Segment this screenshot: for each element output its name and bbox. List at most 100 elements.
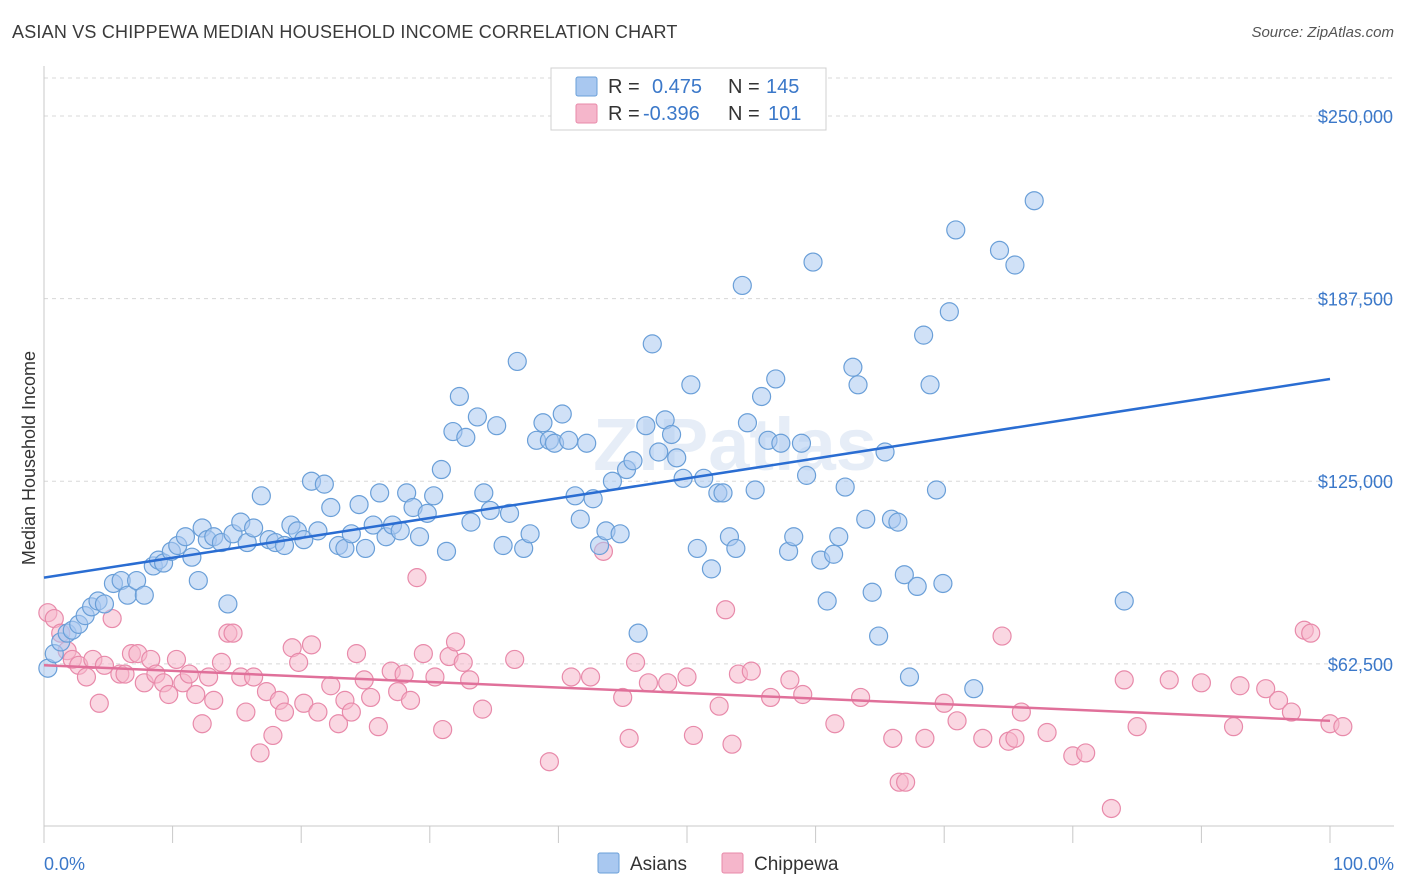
chippewa-point-37 (274, 702, 295, 722)
asian-point-118 (817, 591, 837, 611)
asian-point-49 (370, 483, 390, 503)
asian-point-58 (431, 459, 451, 480)
chippewa-point-91 (947, 711, 967, 731)
asian-point-104 (726, 538, 746, 559)
legend-chippewa-swatch (575, 103, 598, 124)
legend: R = 0.475 N = 145 R = -0.396 N = 101 (550, 67, 827, 131)
chippewa-point-67 (580, 667, 601, 687)
y-axis-label: Median Household Income (19, 351, 39, 565)
asian-point-130 (894, 565, 914, 585)
chippewa-point-54 (400, 690, 421, 710)
chippewa-point-102 (1127, 717, 1147, 737)
chippewa-point-80 (741, 661, 761, 681)
chippewa-point-104 (1191, 673, 1212, 693)
asian-point-64 (467, 407, 487, 427)
chippewa-point-84 (825, 714, 845, 734)
asian-point-120 (829, 527, 849, 547)
y-tick-labels: $62,500 $125,000 $187,500 $250,000 (1318, 107, 1393, 675)
grid-lines (44, 77, 1394, 665)
asian-point-122 (843, 357, 863, 377)
asian-point-113 (784, 527, 804, 547)
asian-point-9 (94, 594, 115, 614)
asian-point-123 (848, 375, 868, 395)
chippewa-point-44 (328, 714, 349, 734)
chippewa-point-6 (76, 667, 97, 687)
chippewa-point-39 (289, 652, 309, 672)
chippewa-point-46 (341, 702, 361, 722)
asian-point-55 (409, 527, 430, 547)
chippewa-point-73 (658, 673, 678, 693)
asian-point-21 (182, 547, 202, 567)
chippewa-point-22 (179, 664, 199, 684)
asian-point-72 (520, 524, 540, 544)
chippewa-point-72 (638, 673, 659, 693)
chippewa-point-9 (94, 655, 115, 675)
chippewa-point-8 (89, 693, 109, 713)
asian-point-121 (835, 477, 855, 497)
chippewa-point-32 (244, 667, 264, 687)
chippewa-point-82 (780, 670, 800, 690)
asian-point-78 (559, 430, 579, 450)
asian-point-20 (175, 527, 196, 547)
chippewa-point-49 (361, 687, 381, 708)
chippewa-point-71 (625, 652, 646, 672)
asian-point-124 (856, 509, 876, 529)
asian-point-134 (920, 375, 940, 395)
asian-point-32 (251, 486, 271, 506)
asian-point-80 (570, 509, 590, 529)
chippewa-point-100 (1101, 798, 1121, 819)
asian-point-95 (667, 448, 687, 468)
chippewa-point-66 (561, 667, 581, 687)
chippewa-point-107 (1256, 679, 1276, 699)
asian-point-69 (499, 503, 520, 523)
asian-point-70 (507, 351, 527, 372)
legend-chippewa-r-label: R = (608, 103, 640, 125)
asian-point-90 (636, 416, 656, 436)
trend-lines (43, 377, 1331, 723)
chippewa-point-33 (250, 743, 270, 763)
chippewa-point-89 (915, 728, 935, 748)
asian-point-114 (791, 433, 812, 453)
asian-point-137 (939, 302, 959, 322)
y-tick-label-1: $125,000 (1318, 472, 1393, 492)
chippewa-point-41 (301, 635, 322, 655)
chippewa-point-63 (472, 699, 493, 719)
asian-point-135 (926, 480, 947, 500)
asian-point-99 (694, 468, 714, 488)
asian-point-110 (766, 369, 786, 389)
chippewa-point-61 (453, 652, 473, 672)
chippewa-point-88 (896, 772, 916, 792)
chippewa-point-47 (346, 644, 367, 664)
chippewa-point-111 (1301, 623, 1321, 643)
asian-point-108 (751, 386, 772, 407)
legend-chippewa-r-value: -0.396 (643, 103, 700, 125)
chippewa-points (38, 541, 1353, 819)
source-credit: Source: ZipAtlas.com (1251, 24, 1394, 41)
chippewa-point-60 (445, 632, 466, 652)
asian-point-133 (914, 325, 934, 345)
asian-point-132 (907, 576, 927, 597)
asian-point-86 (610, 524, 630, 544)
legend-asian-swatch (575, 76, 598, 97)
watermark: ZIPatlas (593, 403, 877, 486)
chippewa-point-106 (1230, 676, 1250, 696)
asian-point-65 (474, 483, 494, 503)
bottom-legend-chippewa-label: Chippewa (754, 854, 839, 875)
chippewa-point-19 (159, 684, 179, 705)
asian-point-105 (732, 275, 752, 296)
legend-asian-r-value: 0.475 (652, 76, 702, 98)
chippewa-point-58 (433, 719, 453, 740)
chippewa-point-29 (223, 623, 243, 643)
chart-title: ASIAN VS CHIPPEWA MEDIAN HOUSEHOLD INCOM… (12, 22, 678, 42)
chippewa-point-26 (204, 690, 224, 710)
chippewa-point-85 (851, 687, 871, 708)
chippewa-point-78 (722, 734, 742, 754)
asian-point-61 (449, 386, 469, 407)
chippewa-point-97 (1037, 722, 1057, 743)
asian-point-141 (1005, 255, 1025, 275)
asian-point-88 (623, 451, 643, 471)
y-tick-label-3: $250,000 (1318, 107, 1393, 127)
legend-asian-n-label: N = (728, 76, 760, 98)
chippewa-point-65 (539, 752, 559, 772)
chippewa-point-50 (368, 717, 388, 737)
